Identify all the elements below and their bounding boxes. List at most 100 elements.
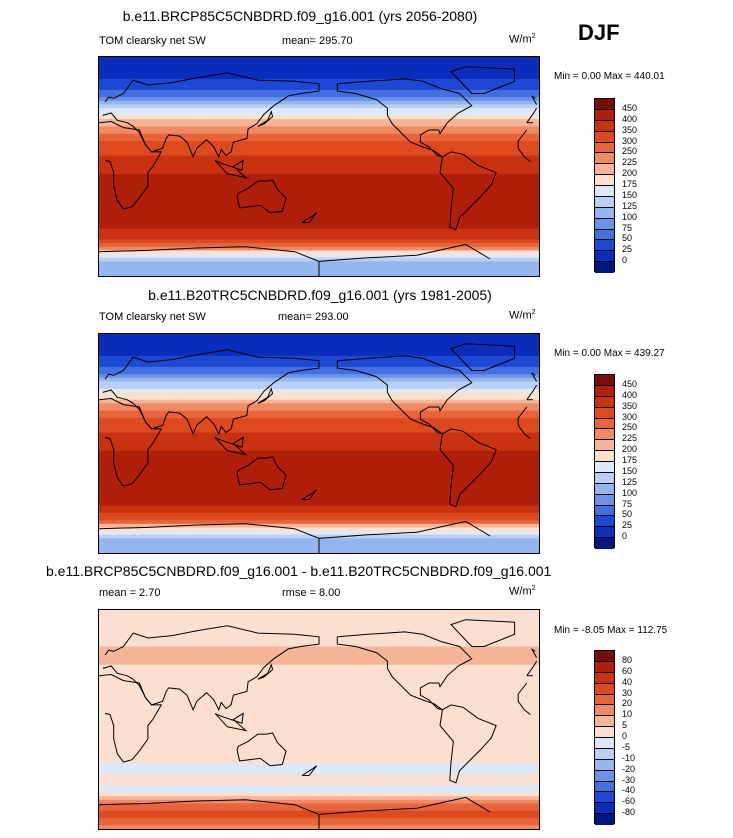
map-band [99,480,539,485]
colorbar-swatch [595,792,614,804]
map-band [99,494,539,499]
colorbar-label: 5 [622,720,628,731]
colorbar-label: 300 [622,135,638,146]
colorbar-swatch [595,748,614,760]
map-band [99,64,539,69]
map-band [99,374,539,379]
colorbar-label: 175 [622,179,638,189]
panel2-title: b.e11.B20TRC5CNBDRD.f09_g16.001 (yrs 198… [148,287,492,303]
panel1-colorbar-labels: 450 400 350 300 250 225 200 175 150 125 100 75 50 25 0 [622,98,662,272]
map-band [99,675,539,680]
colorbar-label: 0 [622,255,628,266]
map-band [99,737,539,742]
colorbar-swatch [595,472,614,484]
colorbar-swatch [595,240,614,252]
map-band [99,461,539,466]
colorbar-label: 75 [622,222,633,233]
coastline [439,151,497,231]
map-band [99,672,539,677]
map-band [99,432,539,437]
coastline [517,418,531,439]
map-band [99,657,539,662]
colorbar-swatch [595,429,614,441]
colorbar-swatch [595,727,614,738]
map-band [99,664,539,669]
panel1-units: W/m2 [509,33,536,46]
map-band [99,184,539,189]
colorbar-swatch [595,803,614,815]
colorbar-swatch [595,527,614,539]
map-band [99,803,539,808]
panel2-colorbar [594,374,615,549]
map-band [99,417,539,423]
colorbar-swatch [595,251,614,263]
map-band [99,341,539,346]
map-band [99,166,539,171]
coastline [236,179,287,214]
colorbar-swatch [595,407,614,419]
map-band [99,458,539,463]
map-band [99,410,539,415]
coastline [214,159,248,179]
map-band [99,337,539,342]
colorbar-label: -60 [622,796,636,807]
map-band [99,799,539,805]
map-band [99,224,539,230]
map-band [99,501,539,507]
coastline [99,673,163,763]
colorbar-label: 150 [622,189,638,200]
colorbar-label: 450 [622,102,638,113]
map-band [99,377,539,383]
map-band [99,498,539,503]
map-band [99,610,539,615]
map-band [99,704,539,710]
colorbar-swatch [595,207,614,219]
coastline [301,489,317,500]
map-band [99,715,539,721]
map-band [99,173,539,179]
map-band [99,661,539,666]
map-band [99,221,539,226]
map-band [99,217,539,222]
map-band [99,137,539,142]
map-band [99,414,539,419]
map-band [99,348,539,353]
map-band [99,752,539,757]
colorbar-swatch [595,716,614,728]
map-band [99,712,539,717]
map-band [99,366,539,372]
colorbar-swatch [595,483,614,495]
map-band [99,439,539,445]
map-svg [99,334,539,553]
map-band [99,763,539,768]
map-band [99,741,539,746]
map-band [99,683,539,688]
map-band [99,97,539,102]
coastline [99,520,466,553]
coastline [517,141,531,162]
map-band [99,246,539,252]
colorbar-swatch [595,814,614,825]
coastline [531,372,538,382]
map-band [99,483,539,488]
map-band [99,701,539,706]
map-band [99,192,539,197]
map-band [99,396,539,401]
colorbar-label: 25 [622,520,633,531]
colorbar-swatch [595,218,614,230]
map-band [99,810,539,815]
colorbar-swatch [595,175,614,186]
coastline [257,110,274,127]
season-label: DJF [578,20,620,45]
coastline [526,107,538,123]
coastline [336,78,473,158]
map-band [99,472,539,477]
map-band [99,162,539,168]
coastline [531,372,536,376]
panel3-mean: mean = 2.70 [99,587,161,599]
map-band [99,686,539,691]
map-band [99,668,539,673]
colorbar-swatch [595,661,614,673]
map-band [99,520,539,525]
map-band [99,617,539,622]
